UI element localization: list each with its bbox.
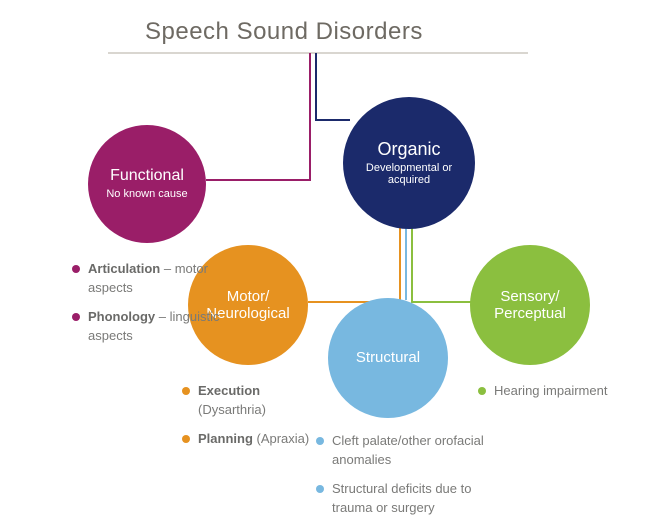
node-functional-sub: No known cause <box>106 188 187 201</box>
list-item-text: Cleft palate/other orofacial anomalies <box>332 432 506 470</box>
list-item-text: Execution (Dysarthria) <box>198 382 322 420</box>
list-item-text: Articulation – motor aspects <box>88 260 222 298</box>
list-item-text: Structural deficits due to trauma or sur… <box>332 480 506 518</box>
bullet-icon <box>72 265 80 273</box>
bullets-motor: Execution (Dysarthria) Planning (Apraxia) <box>182 382 322 459</box>
bullet-icon <box>478 387 486 395</box>
bullet-icon <box>316 485 324 493</box>
list-item: Hearing impairment <box>478 382 618 401</box>
list-item: Phonology – linguistic aspects <box>72 308 222 346</box>
edge-root-functional <box>206 53 310 180</box>
list-item-text: Phonology – linguistic aspects <box>88 308 222 346</box>
bullet-icon <box>182 435 190 443</box>
node-functional-label: Functional <box>110 167 184 185</box>
list-item: Articulation – motor aspects <box>72 260 222 298</box>
list-item: Execution (Dysarthria) <box>182 382 322 420</box>
node-structural: Structural <box>328 298 448 418</box>
node-motor-label1: Motor/ <box>227 288 270 305</box>
edge-organic-sensory <box>412 225 472 302</box>
list-item: Planning (Apraxia) <box>182 430 322 449</box>
list-item: Structural deficits due to trauma or sur… <box>316 480 506 518</box>
bullets-sensory: Hearing impairment <box>478 382 618 411</box>
node-sensory-label1: Sensory/ <box>500 288 559 305</box>
title-rule <box>108 52 528 54</box>
node-organic-label: Organic <box>377 139 440 160</box>
node-organic: Organic Developmental or acquired <box>343 97 475 229</box>
node-sensory-label2: Perceptual <box>494 305 566 322</box>
list-item-text: Planning (Apraxia) <box>198 430 309 449</box>
bullets-functional: Articulation – motor aspects Phonology – … <box>72 260 222 355</box>
list-item-text: Hearing impairment <box>494 382 607 401</box>
diagram-title: Speech Sound Disorders <box>145 18 423 46</box>
edge-root-organic <box>316 53 350 120</box>
bullet-icon <box>72 313 80 321</box>
node-sensory: Sensory/ Perceptual <box>470 245 590 365</box>
bullet-icon <box>182 387 190 395</box>
node-structural-label: Structural <box>356 349 420 366</box>
node-organic-sub: Developmental or acquired <box>359 162 459 187</box>
edge-organic-motor <box>308 225 400 302</box>
node-functional: Functional No known cause <box>88 125 206 243</box>
list-item: Cleft palate/other orofacial anomalies <box>316 432 506 470</box>
bullet-icon <box>316 437 324 445</box>
